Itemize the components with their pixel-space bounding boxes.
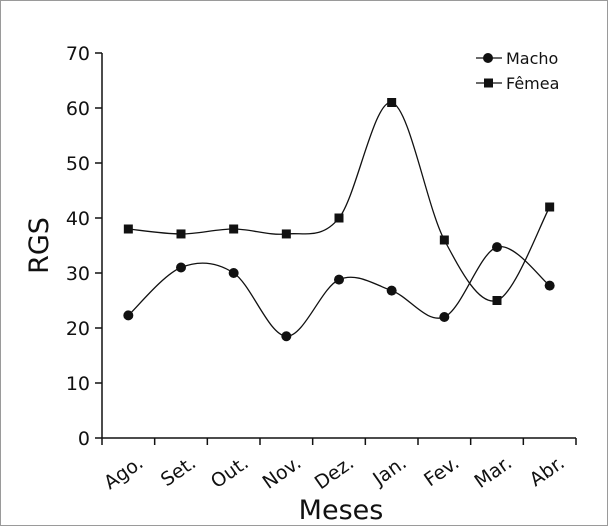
point-macho (334, 275, 344, 285)
y-tick-label: 10 (66, 373, 90, 395)
x-tick-label: Mar. (471, 452, 517, 493)
x-tick-label: Out. (207, 452, 253, 493)
x-tick-label: Abr. (526, 452, 569, 491)
x-tick-label: Set. (157, 452, 200, 491)
point-macho (545, 281, 555, 291)
legend-label-macho: Macho (506, 49, 558, 68)
series-line-macho (128, 247, 549, 337)
point-macho (176, 263, 186, 273)
legend: Macho Fêmea (476, 49, 559, 93)
point-femea (229, 225, 238, 234)
y-tick-label: 20 (66, 318, 90, 340)
point-macho (123, 310, 133, 320)
point-femea (440, 236, 449, 245)
point-femea (335, 214, 344, 223)
point-macho (387, 286, 397, 296)
x-axis-title: Meses (299, 495, 384, 525)
y-tick-label: 70 (66, 43, 90, 65)
x-tick-label: Ago. (100, 452, 147, 494)
axes: 0 10 20 30 40 50 60 70 Ago. Set. Out. Nov. Dez. Jan. F… (66, 43, 576, 494)
x-tick-label: Fev. (420, 452, 463, 491)
x-tick-label: Dez. (311, 452, 358, 494)
legend-label-femea: Fêmea (506, 74, 559, 93)
y-tick-label: 40 (66, 208, 90, 230)
point-femea (282, 229, 291, 238)
point-femea (387, 98, 396, 107)
point-macho (439, 312, 449, 322)
legend-marker-macho (483, 53, 493, 63)
x-tick-label: Jan. (368, 452, 410, 491)
point-macho (492, 242, 502, 252)
point-femea (177, 229, 186, 238)
point-macho (281, 331, 291, 341)
point-femea (545, 203, 554, 212)
y-tick-label: 30 (66, 263, 90, 285)
point-macho (229, 268, 239, 278)
point-femea (493, 296, 502, 305)
y-tick-label: 0 (78, 428, 90, 450)
x-tick-label: Nov. (259, 452, 306, 494)
series-line-femea (128, 102, 549, 301)
y-tick-label: 60 (66, 98, 90, 120)
legend-marker-femea (484, 79, 493, 88)
y-axis-title: RGS (24, 217, 55, 274)
point-femea (124, 225, 133, 234)
y-tick-label: 50 (66, 153, 90, 175)
series-markers (123, 98, 554, 341)
